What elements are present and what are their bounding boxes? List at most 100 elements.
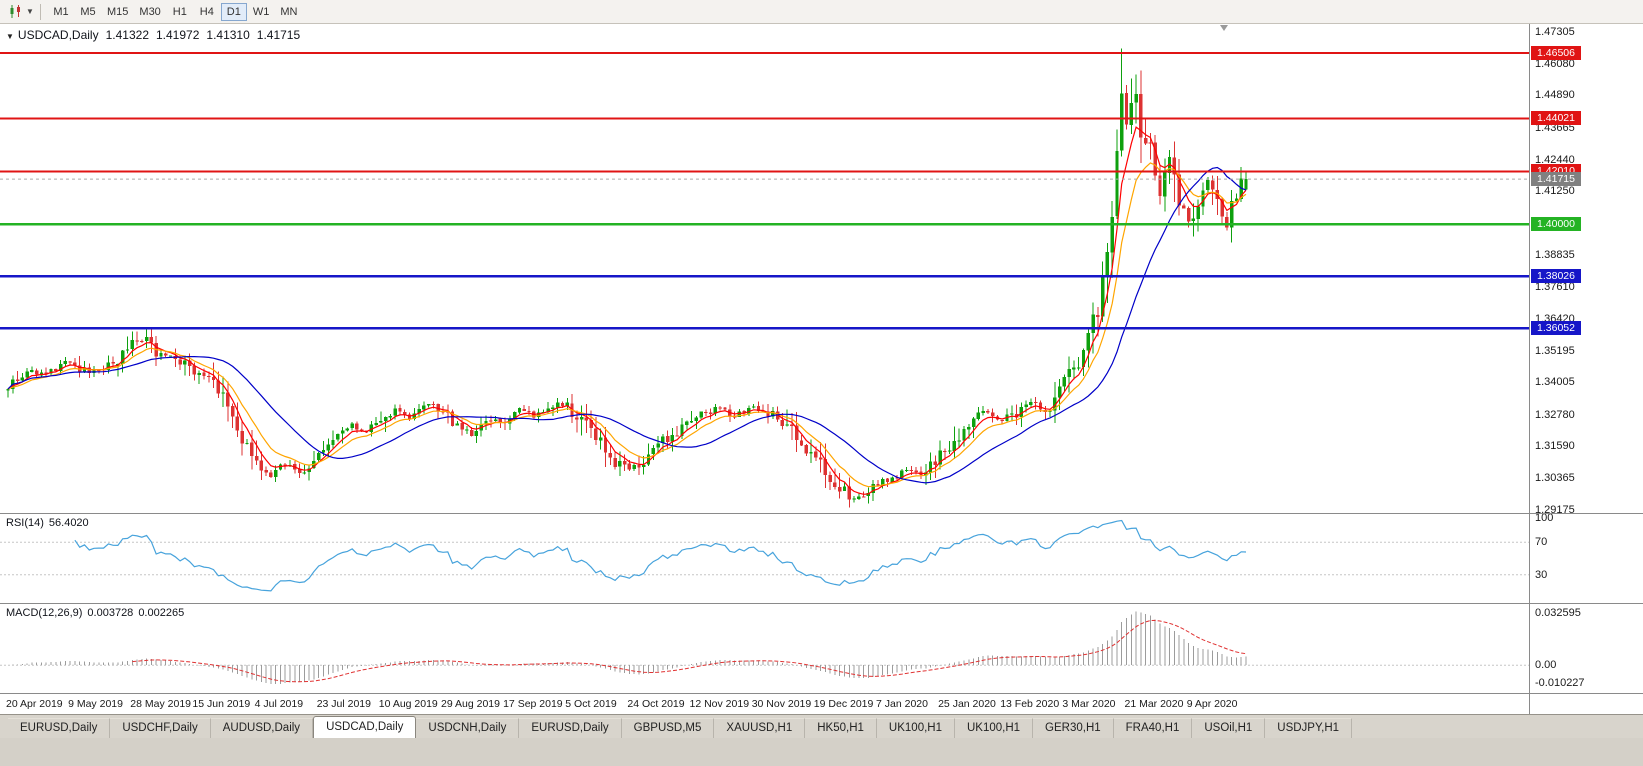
- timeframe-toolbar: ▼ M1 M5 M15 M30 H1 H4 D1 W1 MN: [0, 0, 1643, 24]
- chart-tab-usdjpy-h1-14[interactable]: USDJPY,H1: [1265, 718, 1353, 738]
- main-chart-panel[interactable]: ▼ USDCAD,Daily 1.41322 1.41972 1.41310 1.4171…: [0, 24, 1529, 513]
- rsi-indicator-value: 56.4020: [48, 517, 89, 529]
- level-price-tag-1.40000: 1.40000: [1531, 217, 1581, 232]
- window-bottom-strip: [0, 738, 1643, 766]
- timeframe-button-m1[interactable]: M1: [53, 5, 69, 18]
- level-price-tag-1.36052: 1.36052: [1531, 321, 1581, 336]
- chart-tab-usdcnh-daily-4[interactable]: USDCNH,Daily: [416, 718, 520, 738]
- level-price-tag-1.46506: 1.46506: [1531, 45, 1581, 60]
- macd-axis-label: 0.00: [1535, 659, 1557, 672]
- time-axis-label: 25 Jan 2020: [938, 698, 996, 710]
- time-axis-label: 3 Mar 2020: [1062, 698, 1116, 710]
- time-axis-label: 10 Aug 2019: [378, 698, 438, 710]
- price-axis-label: 1.35195: [1535, 345, 1575, 357]
- time-axis-label: 15 Jun 2019: [192, 698, 251, 710]
- macd-axis-label: 0.032595: [1535, 607, 1581, 619]
- timeframe-button-h1[interactable]: H1: [172, 5, 187, 18]
- rsi-line: [74, 519, 1247, 592]
- price-axis-label: 1.41250: [1535, 185, 1575, 198]
- panel-separator[interactable]: [0, 513, 1643, 514]
- chart-tab-usdchf-daily-1[interactable]: USDCHF,Daily: [110, 718, 211, 738]
- chart-tab-usdcad-daily-3[interactable]: USDCAD,Daily: [313, 716, 417, 738]
- rsi-axis-label: 30: [1535, 568, 1548, 581]
- rsi-label: RSI(14) 56.4020: [6, 517, 94, 529]
- chart-tab-hk50-h1-8[interactable]: HK50,H1: [805, 718, 877, 738]
- price-axis-label: 1.37610: [1535, 281, 1575, 294]
- time-axis-label: 20 Apr 2019: [6, 698, 63, 710]
- chart-header: ▼ USDCAD,Daily 1.41322 1.41972 1.41310 1.4171…: [6, 28, 300, 42]
- time-axis-label: 5 Oct 2019: [565, 698, 617, 710]
- price-axis-label: 1.47305: [1535, 25, 1575, 38]
- chart-region: ▼ USDCAD,Daily 1.41322 1.41972 1.41310 1.4171…: [0, 24, 1643, 714]
- timeframe-button-h4[interactable]: H4: [199, 5, 214, 18]
- macd-canvas[interactable]: [0, 604, 1529, 693]
- timeframe-button-m15[interactable]: M15: [107, 5, 129, 18]
- time-axis-label: 29 Aug 2019: [441, 698, 500, 710]
- rsi-indicator-name: RSI(14): [6, 517, 44, 529]
- chart-tab-uk100-h1-10[interactable]: UK100,H1: [954, 718, 1034, 738]
- chart-tab-eurusd-daily-0[interactable]: EURUSD,Daily: [8, 718, 111, 738]
- macd-indicator-value-signal: 0.002265: [138, 607, 185, 619]
- panel-separator[interactable]: [0, 603, 1643, 604]
- panel-separator: [0, 693, 1643, 694]
- toolbar-separator: [40, 3, 41, 20]
- macd-label: MACD(12,26,9) 0.003728 0.002265: [6, 607, 189, 619]
- price-axis-label: 1.30365: [1535, 472, 1575, 485]
- price-axis-label: 1.46080: [1535, 58, 1575, 71]
- macd-histogram: [12, 611, 1247, 685]
- chart-tab-fra40-h1-12[interactable]: FRA40,H1: [1113, 718, 1193, 738]
- price-axis-label: 1.42440: [1535, 154, 1575, 166]
- chart-title: USDCAD,Daily: [17, 28, 99, 42]
- timeframe-button-w1[interactable]: W1: [252, 5, 270, 18]
- timeframe-button-mn[interactable]: MN: [280, 5, 298, 18]
- price-axis-label: 1.34005: [1535, 376, 1575, 389]
- chart-tab-ger30-h1-11[interactable]: GER30,H1: [1033, 718, 1114, 738]
- chart-tab-uk100-h1-9[interactable]: UK100,H1: [876, 718, 955, 738]
- price-axis-label: 1.38835: [1535, 249, 1575, 262]
- candlestick-series[interactable]: [6, 48, 1248, 508]
- rsi-axis-label: 100: [1535, 512, 1554, 524]
- chart-tabs-bar: EURUSD,Daily USDCHF,Daily AUDUSD,Daily USDC…: [0, 714, 1643, 738]
- chart-tab-xauusd-h1-7[interactable]: XAUUSD,H1: [714, 718, 806, 738]
- rsi-canvas[interactable]: [0, 514, 1529, 603]
- time-axis-label: 9 Apr 2020: [1186, 698, 1238, 710]
- ohlc-open: 1.41322: [105, 28, 149, 42]
- chart-shift-marker-icon[interactable]: [1220, 25, 1228, 31]
- level-price-tag-1.44021: 1.44021: [1531, 111, 1581, 126]
- chart-tab-usoil-h1-13[interactable]: USOil,H1: [1192, 718, 1266, 738]
- time-axis-label: 4 Jul 2019: [254, 698, 304, 710]
- timeframe-button-d1[interactable]: D1: [220, 2, 247, 21]
- macd-panel[interactable]: MACD(12,26,9) 0.003728 0.002265: [0, 604, 1529, 693]
- macd-indicator-value-main: 0.003728: [87, 607, 134, 619]
- ma-slow-line: [7, 166, 1247, 484]
- symbol-dropdown-icon[interactable]: ▼: [6, 32, 14, 41]
- timeframe-button-m30[interactable]: M30: [139, 5, 161, 18]
- time-axis-label: 17 Sep 2019: [503, 698, 563, 710]
- macd-signal-line: [132, 619, 1247, 683]
- time-axis-label: 30 Nov 2019: [751, 698, 812, 710]
- macd-axis-label: -0.010227: [1535, 677, 1585, 690]
- chart-type-dropdown-icon[interactable]: ▼: [26, 7, 34, 16]
- ohlc-close: 1.41715: [256, 28, 301, 42]
- time-axis-label: 19 Dec 2019: [813, 698, 874, 710]
- chart-tab-eurusd-daily-5[interactable]: EURUSD,Daily: [519, 718, 622, 738]
- chart-tab-audusd-daily-2[interactable]: AUDUSD,Daily: [210, 718, 314, 738]
- time-axis-label: 21 Mar 2020: [1124, 698, 1184, 710]
- time-axis-label: 9 May 2019: [68, 698, 123, 710]
- macd-indicator-name: MACD(12,26,9): [6, 607, 83, 619]
- price-axis-label: 1.44890: [1535, 89, 1575, 102]
- time-axis-label: 13 Feb 2020: [1000, 698, 1060, 710]
- timeframe-button-m5[interactable]: M5: [80, 5, 96, 18]
- timeframe-buttons-group: M1 M5 M15 M30 H1 H4 D1 W1 MN: [48, 2, 302, 21]
- time-axis[interactable]: 20 Apr 2019 9 May 2019 28 May 2019 15 Jun 2…: [0, 694, 1529, 714]
- chart-tab-gbpusd-m5-6[interactable]: GBPUSD,M5: [621, 718, 715, 738]
- price-axis[interactable]: 1.47305 1.46080 1.44890 1.43665 1.42440 1.412…: [1529, 24, 1643, 714]
- rsi-panel[interactable]: RSI(14) 56.4020: [0, 514, 1529, 603]
- price-axis-label: 1.29175: [1535, 503, 1575, 516]
- main-chart-canvas[interactable]: [0, 24, 1529, 513]
- ma-medium-line: [7, 162, 1247, 488]
- candlestick-chart-icon[interactable]: [6, 3, 24, 21]
- price-axis-label: 1.31590: [1535, 440, 1575, 452]
- time-axis-label: 28 May 2019: [130, 698, 192, 710]
- ohlc-high: 1.41972: [156, 28, 200, 42]
